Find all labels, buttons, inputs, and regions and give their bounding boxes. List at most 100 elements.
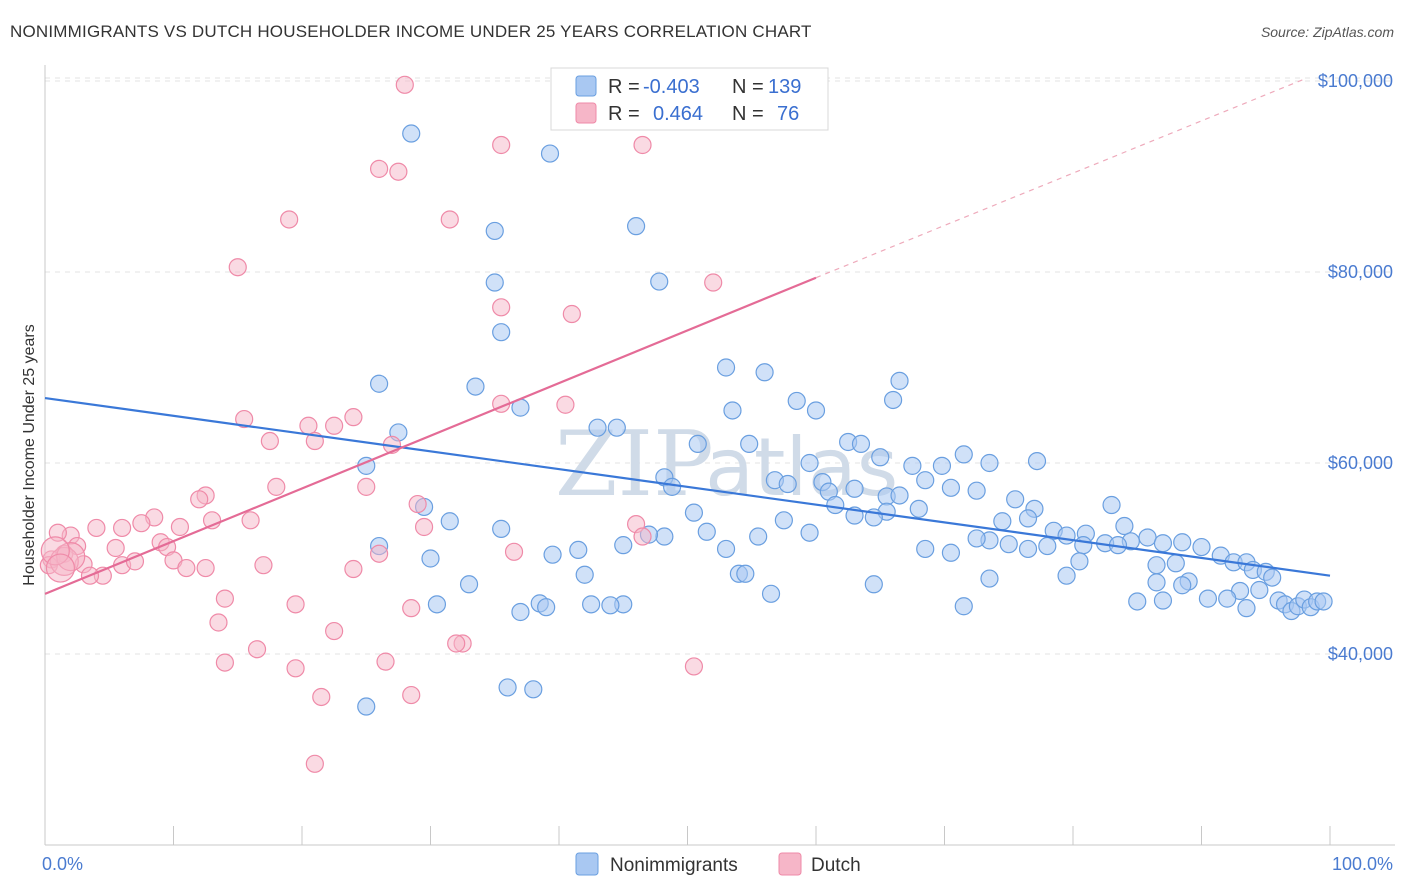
legend-box bbox=[550, 67, 829, 131]
data-point-dutch bbox=[440, 210, 459, 229]
data-point-dutch bbox=[305, 754, 324, 773]
data-point-dutch bbox=[241, 511, 260, 530]
data-point-nonimmigrants bbox=[999, 535, 1018, 554]
data-point-nonimmigrants bbox=[655, 527, 674, 546]
data-point-nonimmigrants bbox=[607, 418, 626, 437]
trendline-dutch-extension bbox=[815, 78, 1305, 279]
data-point-nonimmigrants bbox=[575, 565, 594, 584]
data-point-dutch bbox=[87, 518, 106, 538]
data-point-nonimmigrants bbox=[890, 371, 909, 390]
data-point-nonimmigrants bbox=[800, 523, 819, 542]
data-point-dutch bbox=[196, 558, 215, 578]
data-point-nonimmigrants bbox=[851, 434, 871, 453]
legend-r-value: 0.464 bbox=[653, 103, 703, 125]
y-axis-label: Householder Income Under 25 years bbox=[21, 324, 38, 585]
data-point-dutch bbox=[633, 135, 652, 155]
data-point-nonimmigrants bbox=[357, 697, 376, 716]
data-point-nonimmigrants bbox=[459, 575, 479, 594]
data-point-nonimmigrants bbox=[909, 499, 928, 518]
data-point-nonimmigrants bbox=[941, 478, 961, 497]
data-point-dutch bbox=[247, 640, 267, 659]
data-point-nonimmigrants bbox=[511, 602, 530, 622]
data-point-nonimmigrants bbox=[749, 527, 768, 546]
data-point-dutch bbox=[414, 517, 434, 537]
trendlines bbox=[44, 78, 1331, 595]
data-point-dutch bbox=[447, 634, 466, 653]
data-point-nonimmigrants bbox=[941, 543, 961, 562]
data-point-nonimmigrants bbox=[1057, 566, 1076, 585]
series-nonimmigrants bbox=[357, 124, 1333, 716]
data-point-nonimmigrants bbox=[806, 401, 826, 420]
data-point-dutch bbox=[325, 621, 344, 641]
data-point-dutch bbox=[376, 652, 395, 671]
data-point-nonimmigrants bbox=[778, 474, 797, 494]
data-point-nonimmigrants bbox=[697, 522, 716, 541]
data-point-dutch bbox=[112, 518, 132, 538]
chart-source: Source: ZipAtlas.com bbox=[1260, 24, 1394, 40]
data-point-nonimmigrants bbox=[883, 390, 903, 410]
data-point-nonimmigrants bbox=[740, 434, 759, 453]
data-point-nonimmigrants bbox=[845, 479, 864, 498]
data-point-nonimmigrants bbox=[932, 456, 952, 475]
x-tick-labels: 0.0% 100.0% bbox=[42, 854, 1393, 874]
data-point-dutch bbox=[280, 210, 299, 229]
data-point-nonimmigrants bbox=[1314, 592, 1333, 611]
data-point-nonimmigrants bbox=[1173, 533, 1192, 552]
data-point-dutch bbox=[45, 553, 76, 583]
legend-swatch-dutch bbox=[575, 102, 597, 124]
data-point-dutch bbox=[704, 273, 723, 292]
bottom-legend-label-dutch: Dutch bbox=[811, 855, 861, 876]
data-point-nonimmigrants bbox=[684, 503, 704, 522]
data-point-nonimmigrants bbox=[370, 374, 389, 393]
data-point-dutch bbox=[215, 653, 234, 672]
data-point-nonimmigrants bbox=[1018, 509, 1038, 528]
data-point-dutch bbox=[170, 517, 190, 537]
legend-swatch-nonimmigrants bbox=[575, 75, 597, 97]
y-tick-labels: $40,000 $60,000 $80,000 $100,000 bbox=[1318, 71, 1393, 664]
data-point-dutch bbox=[344, 559, 363, 579]
data-point-nonimmigrants bbox=[736, 564, 755, 583]
legend-n-value: 76 bbox=[777, 103, 799, 125]
legend-r-value: -0.403 bbox=[643, 76, 700, 98]
data-point-dutch bbox=[402, 685, 421, 705]
data-point-nonimmigrants bbox=[466, 377, 485, 396]
legend-n-value: 139 bbox=[768, 76, 801, 98]
data-point-nonimmigrants bbox=[421, 549, 440, 568]
bottom-legend-swatch-nonimmigrants bbox=[575, 852, 599, 876]
data-point-nonimmigrants bbox=[1115, 516, 1134, 536]
y-tick-label: $40,000 bbox=[1328, 644, 1393, 664]
data-point-nonimmigrants bbox=[916, 471, 935, 490]
data-point-nonimmigrants bbox=[980, 453, 999, 473]
data-point-nonimmigrants bbox=[826, 495, 845, 515]
data-point-nonimmigrants bbox=[723, 401, 742, 420]
data-point-dutch bbox=[370, 544, 389, 563]
data-point-dutch bbox=[286, 595, 305, 614]
legend-r-label: R = bbox=[608, 76, 640, 98]
axes bbox=[44, 65, 1395, 846]
data-point-nonimmigrants bbox=[492, 323, 511, 342]
data-point-nonimmigrants bbox=[537, 598, 556, 617]
data-point-nonimmigrants bbox=[787, 391, 806, 411]
data-point-nonimmigrants bbox=[626, 217, 646, 236]
watermark-zip: ZIP bbox=[555, 412, 714, 517]
legend-r-label: R = bbox=[608, 103, 640, 125]
bottom-legend-label-nonimmigrants: Nonimmigrants bbox=[610, 855, 738, 876]
data-point-nonimmigrants bbox=[569, 540, 588, 560]
data-point-nonimmigrants bbox=[485, 273, 504, 292]
data-point-nonimmigrants bbox=[601, 596, 620, 615]
data-point-nonimmigrants bbox=[755, 363, 774, 382]
data-point-nonimmigrants bbox=[492, 519, 511, 538]
data-point-nonimmigrants bbox=[1147, 556, 1166, 575]
data-point-nonimmigrants bbox=[871, 448, 890, 467]
data-point-dutch bbox=[357, 477, 376, 496]
data-point-nonimmigrants bbox=[967, 529, 986, 548]
data-point-dutch bbox=[684, 657, 704, 676]
data-point-nonimmigrants bbox=[1250, 580, 1269, 600]
legend-n-label: N = bbox=[732, 76, 764, 98]
data-point-nonimmigrants bbox=[967, 481, 986, 500]
x-tick-label: 0.0% bbox=[42, 854, 83, 874]
y-tick-label: $60,000 bbox=[1328, 453, 1393, 473]
data-point-dutch bbox=[556, 395, 575, 414]
data-point-nonimmigrants bbox=[980, 569, 999, 588]
